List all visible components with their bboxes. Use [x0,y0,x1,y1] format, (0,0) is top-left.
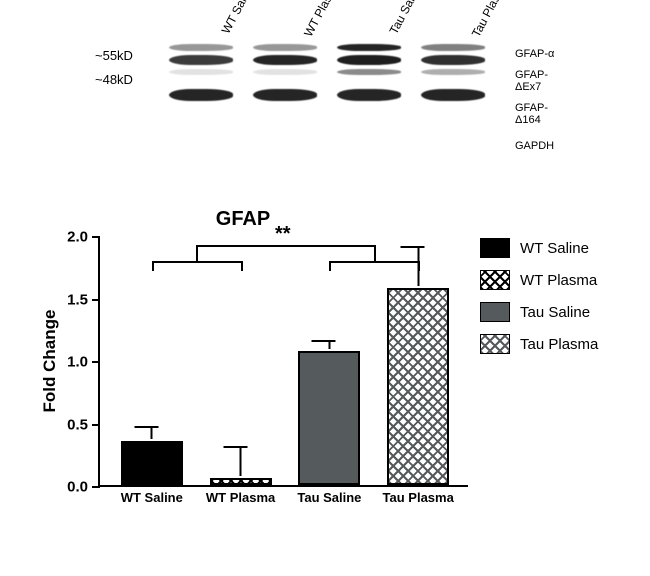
x-tick-label: WT Saline [113,491,191,505]
blot-band [421,55,485,65]
lane-header: WT Plasma [301,0,343,40]
legend-label: Tau Plasma [520,336,598,353]
bar-chart: GFAP Fold Change 0.0 0.5 1.0 1.5 2.0 WT Salin… [38,208,448,548]
mw-label: ~55kD [95,48,133,63]
error-bar [323,340,336,352]
blot-band [253,55,317,65]
blot-band [337,69,401,75]
sig-bracket [329,261,331,271]
blot-band [421,44,485,51]
bar [210,478,272,486]
sig-bracket [241,261,243,271]
legend-swatch [480,302,510,322]
lane-header: Tau Saline [385,0,427,40]
legend-swatch [480,270,510,290]
sig-bracket [152,261,154,271]
legend: WT Saline WT Plasma Tau Saline Tau Plasma [480,238,598,366]
legend-item: WT Plasma [480,270,598,290]
lane-headers: WT Saline WT Plasma Tau Saline Tau Plasm… [195,4,511,18]
blot-lane [337,44,401,101]
ytick [92,424,100,426]
sig-label: ** [275,223,291,246]
ytick-label: 1.5 [58,291,88,308]
legend-item: Tau Plasma [480,334,598,354]
sig-bracket [152,261,241,263]
sig-bracket [196,245,198,261]
blot-band [421,69,485,75]
blot-band [169,55,233,65]
legend-label: WT Plasma [520,272,597,289]
band-label: GFAP-α [515,48,555,60]
blot-band [169,89,233,101]
x-tick-label: Tau Plasma [379,491,457,505]
blot-band [253,89,317,101]
blot-band [337,89,401,101]
ytick-label: 2.0 [58,229,88,246]
lane-header: WT Saline [217,0,259,40]
error-bar [234,446,247,478]
ytick [92,361,100,363]
legend-item: WT Saline [480,238,598,258]
legend-label: Tau Saline [520,304,590,321]
band-label: GAPDH [515,140,555,152]
legend-item: Tau Saline [480,302,598,322]
band-row-labels: GFAP-α GFAP-ΔEx7 GFAP-Δ164 GAPDH [515,48,555,161]
blot-lane [169,44,233,101]
ytick-label: 1.0 [58,354,88,371]
ytick-label: 0.0 [58,479,88,496]
blot-band [337,44,401,51]
legend-swatch [480,238,510,258]
blot-lane [421,44,485,101]
blot-band [169,44,233,51]
legend-swatch [480,334,510,354]
blot-band [253,69,317,75]
ytick [92,486,100,488]
western-blot-panel: ~55kD ~48kD WT Saline WT Plasma Tau Sali… [95,8,555,176]
ytick-label: 0.5 [58,416,88,433]
x-tick-label: WT Plasma [202,491,280,505]
y-axis-label: Fold Change [40,310,60,413]
sig-bracket [329,261,418,263]
ytick [92,236,100,238]
blot-band [169,69,233,75]
mw-labels: ~55kD ~48kD [95,48,133,96]
band-label: GFAP-Δ164 [515,102,555,126]
x-tick-label: Tau Saline [290,491,368,505]
blot-band [337,55,401,65]
bars-group [100,237,468,485]
band-label: GFAP-ΔEx7 [515,69,555,93]
sig-bracket [374,245,376,261]
chart-title: GFAP [38,208,448,231]
ytick [92,299,100,301]
bar [298,351,360,485]
legend-label: WT Saline [520,240,589,257]
mw-label: ~48kD [95,72,133,87]
blot-band [253,44,317,51]
blot-band [421,89,485,101]
blot-lanes [169,44,485,101]
error-bar [145,426,158,441]
plot-area: Fold Change 0.00.51.01.52.0WT SalineWT P… [98,237,468,487]
bar [121,441,183,485]
sig-bracket [418,261,420,271]
bar [387,288,449,486]
lane-header: Tau Plasma [469,0,511,40]
blot-lane [253,44,317,101]
